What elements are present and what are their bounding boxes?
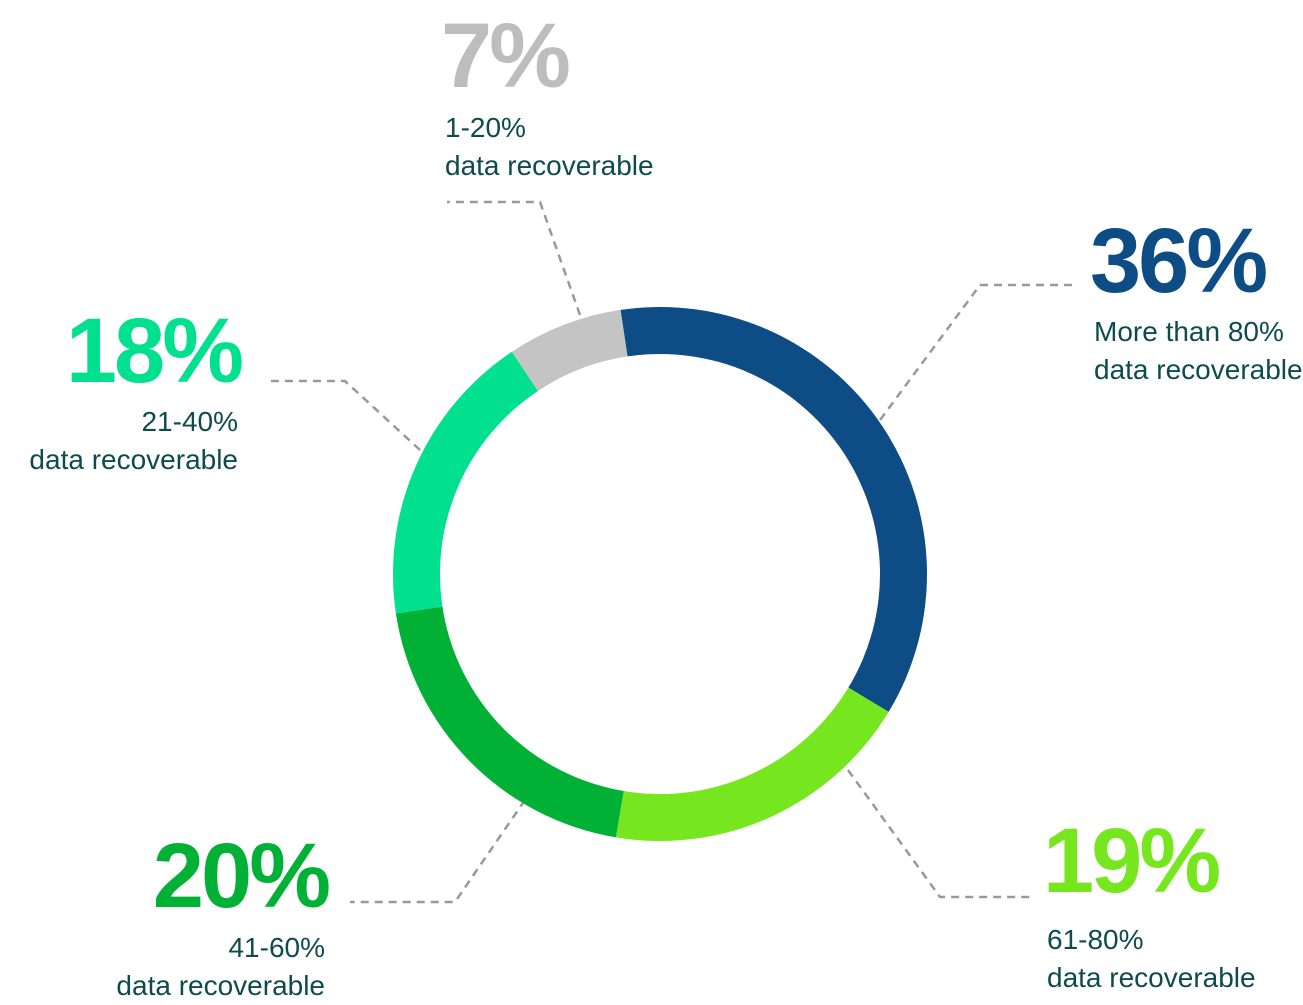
category-label: More than 80% data recoverable: [1094, 316, 1303, 385]
donut-slice: [511, 309, 628, 391]
category-label: 1-20% data recoverable: [445, 112, 654, 181]
value-label: 19%: [1043, 810, 1221, 912]
value-label: 20%: [152, 825, 331, 927]
donut-slice: [620, 307, 927, 712]
leader-line: [350, 799, 527, 904]
category-label: 61-80% data recoverable: [1047, 924, 1256, 993]
category-label: 21-40% data recoverable: [29, 406, 238, 475]
leader-line: [846, 769, 1035, 899]
donut-slice: [395, 606, 624, 838]
value-label: 7%: [441, 5, 571, 107]
leader-line: [270, 379, 421, 451]
leader-line: [447, 200, 582, 316]
value-label: 36%: [1090, 210, 1268, 312]
donut-slice: [393, 351, 538, 614]
category-label: 41-60% data recoverable: [116, 932, 325, 1001]
leader-line: [878, 283, 1075, 421]
value-label: 18%: [65, 300, 244, 402]
donut-slice: [615, 687, 889, 841]
